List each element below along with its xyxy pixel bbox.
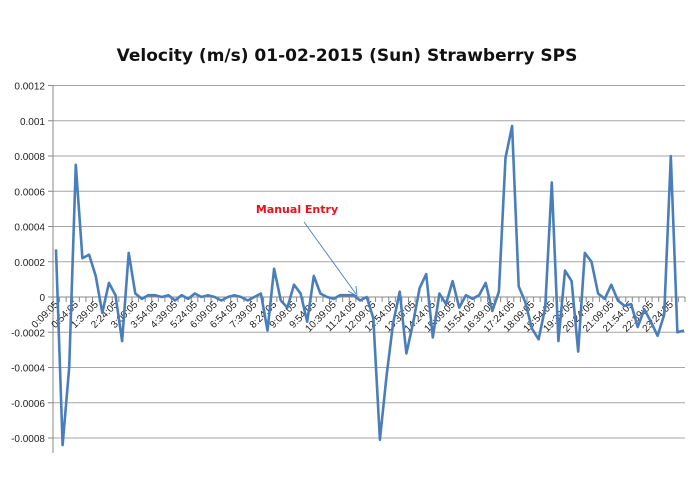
manual-entry-annotation: Manual Entry [256,203,358,297]
x-axis: 0:09:050:54:051:39:052:24:053:09:053:54:… [30,296,686,335]
y-tick-label: 0 [39,293,45,304]
velocity-series-line [54,124,685,447]
y-axis: 0.0012 0.001 0.0008 0.0006 0.0004 0.0002 0 -0.0… [11,82,54,453]
y-tick-label: 0.0006 [14,187,45,198]
gridlines [53,85,685,439]
arrow-head-icon [347,285,358,297]
y-tick-label: -0.0004 [11,364,45,375]
y-tick-label: 0.0002 [14,258,45,269]
chart-title: Velocity (m/s) 01-02-2015 (Sun) Strawber… [117,46,578,66]
y-tick-label: -0.0002 [11,328,45,339]
y-tick-label: 0.001 [20,117,45,128]
y-tick-label: 0.0004 [14,223,45,234]
y-tick-label: -0.0006 [11,399,45,410]
y-tick-label: 0.0012 [14,82,45,93]
y-tick-label: -0.0008 [11,434,45,445]
annotation-arrow [303,221,357,295]
annotation-label: Manual Entry [256,203,338,216]
y-tick-label: 0.0008 [14,152,45,163]
